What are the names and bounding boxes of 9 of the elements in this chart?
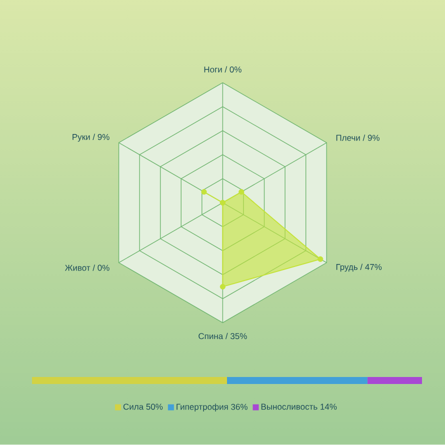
- spoke-label: Живот / 0%: [64, 264, 110, 271]
- spoke-label: Грудь / 47%: [336, 264, 382, 272]
- legend-label: Выносливость 14%: [261, 404, 337, 410]
- spoke-label: Плечи / 9%: [336, 134, 380, 141]
- spoke-label: Руки / 9%: [72, 134, 110, 142]
- spoke-label: Ноги / 0%: [204, 66, 242, 72]
- legend-label: Гипертрофия 36%: [176, 404, 248, 412]
- spoke-label: Спина / 35%: [198, 332, 247, 340]
- legend-label: Сила 50%: [123, 404, 163, 410]
